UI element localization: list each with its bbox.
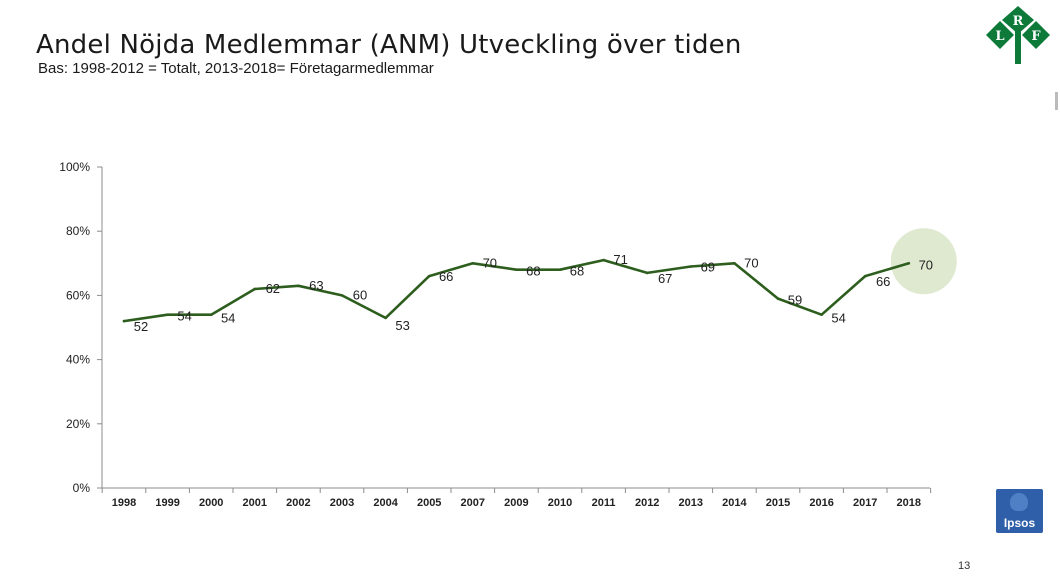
lrf-logo: R L F xyxy=(986,6,1050,64)
data-label: 52 xyxy=(134,319,148,334)
lrf-letter-r: R xyxy=(1013,14,1024,29)
data-point xyxy=(471,262,475,265)
ipsos-mark-icon xyxy=(1010,493,1028,511)
data-point xyxy=(863,274,867,278)
data-point xyxy=(122,319,126,323)
data-point xyxy=(689,265,693,268)
data-point xyxy=(340,294,344,297)
ipsos-logo: Ipsos xyxy=(996,489,1043,533)
x-tick-label: 2004 xyxy=(373,497,398,509)
data-label: 69 xyxy=(701,260,715,275)
y-tick-label: 60% xyxy=(66,288,90,302)
data-point xyxy=(733,262,736,265)
data-label: 54 xyxy=(221,311,235,326)
data-label: 54 xyxy=(177,309,191,324)
x-tick-label: 2016 xyxy=(809,497,833,509)
y-tick-label: 20% xyxy=(66,417,90,431)
lrf-letter-l: L xyxy=(995,29,1004,44)
data-label: 53 xyxy=(395,318,409,333)
data-point xyxy=(645,271,649,275)
x-tick-label: 2002 xyxy=(286,497,310,509)
x-tick-label: 1999 xyxy=(155,497,179,509)
y-tick-label: 40% xyxy=(66,353,90,367)
data-point xyxy=(515,268,518,272)
data-point xyxy=(384,316,387,320)
data-point xyxy=(776,297,780,300)
data-point xyxy=(297,284,300,288)
x-tick-label: 1998 xyxy=(112,497,136,509)
x-tick-label: 2003 xyxy=(330,497,354,509)
data-point xyxy=(820,313,823,316)
slide-title: Andel Nöjda Medlemmar (ANM) Utveckling ö… xyxy=(36,30,742,60)
x-tick-label: 2012 xyxy=(635,497,659,509)
scrollbar-thumb[interactable] xyxy=(1055,92,1058,110)
x-tick-label: 2011 xyxy=(592,497,616,509)
x-tick-label: 2017 xyxy=(853,497,877,509)
data-label: 70 xyxy=(919,257,933,272)
data-label: 68 xyxy=(570,264,584,279)
data-label: 67 xyxy=(658,271,672,286)
y-tick-label: 100% xyxy=(59,160,90,174)
data-label: 70 xyxy=(744,255,758,270)
page-number: 13 xyxy=(958,560,971,572)
data-label: 66 xyxy=(439,269,453,284)
data-point xyxy=(558,268,562,272)
ipsos-logo-text: Ipsos xyxy=(1003,516,1036,530)
data-label: 63 xyxy=(309,278,323,293)
x-tick-label: 2015 xyxy=(766,497,790,509)
data-label: 70 xyxy=(483,255,497,270)
lrf-diamond-top xyxy=(1002,6,1034,34)
data-label: 59 xyxy=(788,293,802,308)
x-tick-label: 2014 xyxy=(722,497,747,509)
highlight-circle xyxy=(890,228,957,295)
data-point xyxy=(209,313,213,316)
x-tick-label: 2000 xyxy=(199,497,223,509)
lrf-diamond-left xyxy=(986,21,1014,49)
y-tick-label: 80% xyxy=(66,224,90,238)
slide-subtitle: Bas: 1998-2012 = Totalt, 2013-2018= Före… xyxy=(38,60,434,77)
data-point xyxy=(253,287,257,291)
lrf-trunk xyxy=(1015,24,1021,64)
x-tick-label: 2018 xyxy=(897,497,921,509)
data-label: 60 xyxy=(353,287,367,302)
data-point xyxy=(907,262,911,265)
lrf-diamond-right xyxy=(1022,21,1050,49)
x-tick-label: 2001 xyxy=(243,497,267,509)
data-label: 68 xyxy=(526,264,540,279)
lrf-letter-f: F xyxy=(1031,29,1041,44)
data-label: 54 xyxy=(831,311,845,326)
x-tick-label: 2009 xyxy=(504,497,528,509)
data-point xyxy=(166,313,169,316)
data-label: 62 xyxy=(266,281,280,296)
x-tick-label: 2010 xyxy=(548,497,572,509)
x-tick-label: 2013 xyxy=(679,497,703,509)
data-label: 66 xyxy=(876,274,890,289)
data-point xyxy=(427,274,431,278)
data-point xyxy=(602,258,605,262)
x-tick-label: 2007 xyxy=(461,497,485,509)
data-label: 71 xyxy=(613,252,627,267)
x-tick-label: 2005 xyxy=(417,497,441,509)
y-tick-label: 0% xyxy=(73,481,91,495)
